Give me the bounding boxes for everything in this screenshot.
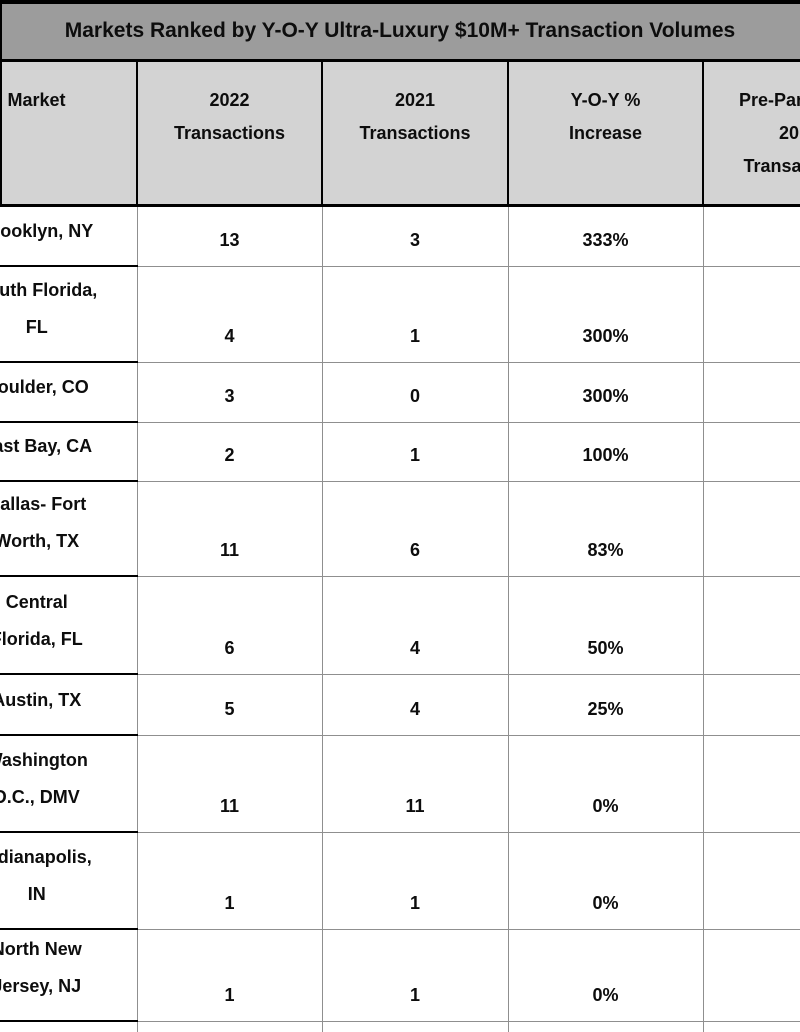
table-row: Dallas- Fort Worth, TX 11 6 83%	[0, 481, 800, 577]
column-header-2022-transactions: 2022 Transactions	[137, 62, 323, 207]
cell-pre-pandemic	[703, 1021, 800, 1032]
table-row: Central Florida, FL 6 4 50%	[0, 576, 800, 675]
cell-yoy-increase	[508, 1021, 704, 1032]
cell-2022-transactions: 11	[137, 735, 323, 833]
cell-market: Austin, TX	[0, 674, 138, 736]
cell-market: Boulder, CO	[0, 362, 138, 423]
cell-market: North New Jersey, NJ	[0, 929, 138, 1022]
table-row: Indianapolis, IN 1 1 0%	[0, 832, 800, 930]
cell-yoy-increase: 25%	[508, 674, 704, 736]
header-row: Market 2022 Transactions 2021 Transactio…	[0, 62, 800, 207]
table-row: North New Jersey, NJ 1 1 0%	[0, 929, 800, 1022]
cell-yoy-increase: 0%	[508, 735, 704, 833]
cell-2022-transactions	[137, 1021, 323, 1032]
cell-yoy-increase: 300%	[508, 362, 704, 423]
cell-2022-transactions: 1	[137, 832, 323, 930]
cell-market	[0, 1021, 138, 1032]
table-row: Austin, TX 5 4 25%	[0, 674, 800, 736]
cell-pre-pandemic	[703, 674, 800, 736]
cell-2022-transactions: 11	[137, 481, 323, 577]
cell-yoy-increase: 0%	[508, 832, 704, 930]
cell-2021-transactions: 1	[322, 929, 509, 1022]
cell-market: Indianapolis, IN	[0, 832, 138, 930]
cell-yoy-increase: 100%	[508, 422, 704, 482]
cell-pre-pandemic	[703, 576, 800, 675]
cell-2022-transactions: 1	[137, 929, 323, 1022]
cell-pre-pandemic	[703, 832, 800, 930]
table-header: Market 2022 Transactions 2021 Transactio…	[0, 62, 800, 207]
left-edge-border	[0, 0, 2, 205]
cell-2022-transactions: 4	[137, 266, 323, 363]
cell-pre-pandemic	[703, 266, 800, 363]
cell-market: Central Florida, FL	[0, 576, 138, 675]
table-row: Boulder, CO 3 0 300%	[0, 362, 800, 423]
cell-2022-transactions: 5	[137, 674, 323, 736]
cell-pre-pandemic	[703, 481, 800, 577]
table-row: Washington D.C., DMV 11 11 0%	[0, 735, 800, 833]
table-row: East Bay, CA 2 1 100%	[0, 422, 800, 482]
cell-2021-transactions: 6	[322, 481, 509, 577]
cell-2021-transactions: 1	[322, 266, 509, 363]
cell-pre-pandemic	[703, 422, 800, 482]
table-row: South Florida, FL 4 1 300%	[0, 266, 800, 363]
cell-pre-pandemic	[703, 735, 800, 833]
cell-pre-pandemic	[703, 362, 800, 423]
cell-market: Washington D.C., DMV	[0, 735, 138, 833]
markets-table: Market 2022 Transactions 2021 Transactio…	[0, 62, 800, 1032]
cell-2022-transactions: 2	[137, 422, 323, 482]
cell-2022-transactions: 6	[137, 576, 323, 675]
cell-2021-transactions: 0	[322, 362, 509, 423]
cell-pre-pandemic	[703, 929, 800, 1022]
cell-2021-transactions: 11	[322, 735, 509, 833]
cell-2021-transactions: 4	[322, 674, 509, 736]
cell-pre-pandemic	[703, 205, 800, 267]
cell-market: East Bay, CA	[0, 422, 138, 482]
cell-2022-transactions: 13	[137, 205, 323, 267]
cell-yoy-increase: 0%	[508, 929, 704, 1022]
cell-yoy-increase: 50%	[508, 576, 704, 675]
cell-2021-transactions: 3	[322, 205, 509, 267]
cell-yoy-increase: 83%	[508, 481, 704, 577]
cell-2021-transactions: 1	[322, 422, 509, 482]
column-header-market: Market	[0, 62, 138, 207]
column-header-yoy-increase: Y-O-Y % Increase	[508, 62, 704, 207]
partial-row-cut-at-bottom	[0, 1021, 800, 1032]
table-title: Markets Ranked by Y-O-Y Ultra-Luxury $10…	[64, 19, 736, 42]
table-row: Brooklyn, NY 13 3 333%	[0, 205, 800, 267]
cell-yoy-increase: 333%	[508, 205, 704, 267]
column-header-pre-pandemic: Pre-Pandemic 2019 Transactions	[703, 62, 800, 207]
cell-2022-transactions: 3	[137, 362, 323, 423]
cell-yoy-increase: 300%	[508, 266, 704, 363]
table-title-bar: Markets Ranked by Y-O-Y Ultra-Luxury $10…	[0, 0, 800, 62]
cell-market: Brooklyn, NY	[0, 205, 138, 267]
cell-2021-transactions: 4	[322, 576, 509, 675]
table-body: Brooklyn, NY 13 3 333% South Florida, FL…	[0, 205, 800, 1032]
cell-market: Dallas- Fort Worth, TX	[0, 481, 138, 577]
column-header-2021-transactions: 2021 Transactions	[322, 62, 509, 207]
cell-2021-transactions	[322, 1021, 509, 1032]
cell-market: South Florida, FL	[0, 266, 138, 363]
cell-2021-transactions: 1	[322, 832, 509, 930]
